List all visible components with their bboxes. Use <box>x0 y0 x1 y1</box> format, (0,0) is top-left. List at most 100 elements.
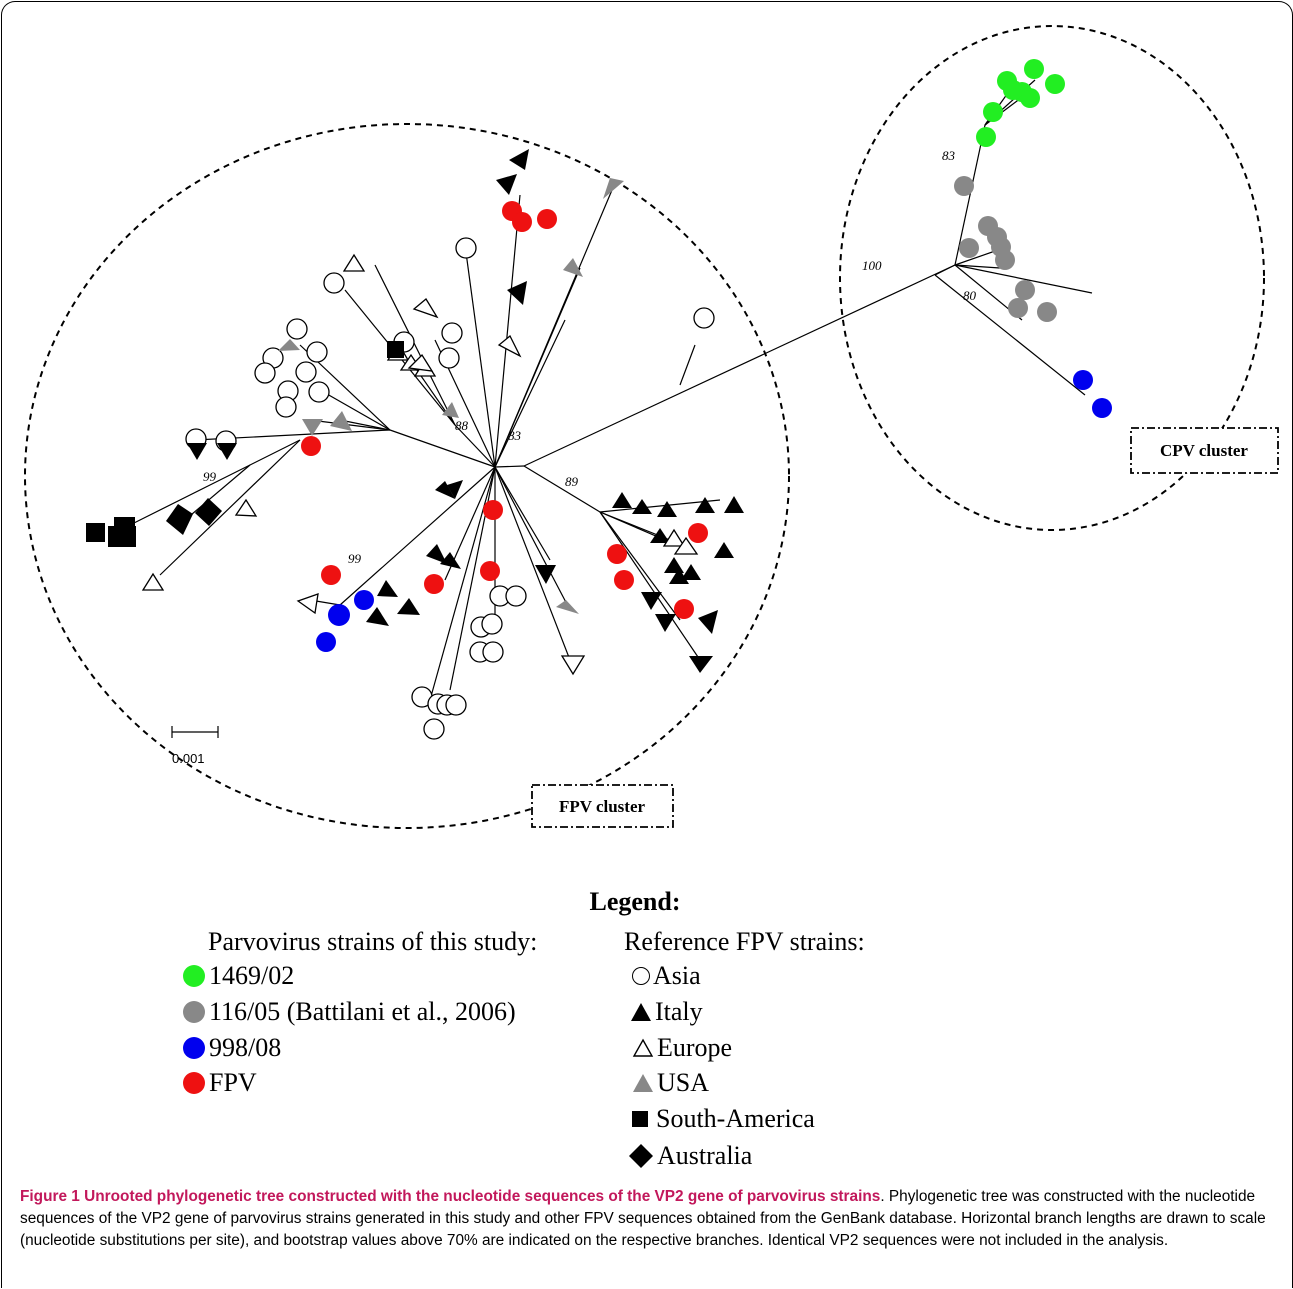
red-node <box>688 523 708 543</box>
legend-item-label: 1469/02 <box>209 961 295 990</box>
south-america-node <box>387 341 404 358</box>
europe-node <box>673 536 699 555</box>
red-node <box>537 209 557 229</box>
europe-node <box>560 655 586 676</box>
asia-node <box>295 361 317 383</box>
bootstrap-value: 83 <box>942 148 956 163</box>
cpv-cluster-box <box>1130 427 1279 474</box>
italy-node <box>507 281 527 305</box>
legend-item-fpv: FPV <box>183 1067 257 1099</box>
italy-node <box>435 481 455 499</box>
asia-node <box>455 237 477 259</box>
red-node <box>301 436 321 456</box>
figure-caption: Figure 1 Unrooted phylogenetic tree cons… <box>20 1186 1278 1252</box>
grey-node <box>1015 280 1035 300</box>
bootstrap-value: 99 <box>348 551 362 566</box>
italy-node <box>397 598 420 615</box>
italy-node <box>509 149 529 170</box>
legend-item-asia: Asia <box>632 960 701 992</box>
italy-node <box>698 610 718 634</box>
blue-node <box>1092 398 1112 418</box>
blue-node <box>1073 370 1093 390</box>
asia-node <box>254 362 276 384</box>
green-study-nodes <box>976 59 1065 147</box>
asia-node <box>286 318 308 340</box>
europe-node <box>141 572 165 591</box>
usa-node <box>603 178 624 199</box>
europe-node <box>662 528 686 547</box>
italy-nodes <box>187 149 744 673</box>
legend-item-label: USA <box>657 1068 710 1097</box>
cpv-cluster-outline <box>839 25 1265 531</box>
legend-item-label: 998/08 <box>209 1033 282 1062</box>
italy-node <box>447 480 463 499</box>
grey-node <box>959 238 979 258</box>
legend-item-italy: Italy <box>630 996 703 1028</box>
legend-item-998-08: 998/08 <box>183 1032 281 1064</box>
legend-item-south-america: South-America <box>632 1103 815 1135</box>
europe-node <box>296 593 319 615</box>
fpv-cluster-box <box>531 784 674 828</box>
italy-node <box>426 544 447 564</box>
blue-node <box>316 632 336 652</box>
asia-node <box>323 272 345 294</box>
red-node <box>483 500 503 520</box>
asia-node <box>275 396 297 418</box>
red-node <box>614 570 634 590</box>
legend-item-label: Italy <box>655 997 703 1026</box>
fpv-cluster-label: FPV cluster <box>559 797 646 816</box>
italy-node <box>217 443 237 460</box>
legend-item-label: Australia <box>657 1141 753 1170</box>
legend-item-116-05: 116/05 (Battilani et al., 2006) <box>183 996 516 1028</box>
asia-node <box>445 694 467 716</box>
asia-node <box>505 585 527 607</box>
bootstrap-value: 88 <box>455 418 469 433</box>
italy-node <box>669 568 689 584</box>
green-node <box>1003 80 1023 100</box>
blue-study-nodes <box>316 370 1112 652</box>
black-triangle-icon <box>631 1003 651 1021</box>
red-node <box>424 574 444 594</box>
italy-node <box>689 656 713 673</box>
italy-node <box>632 499 652 514</box>
grey-circle-icon <box>183 1001 205 1023</box>
usa-node <box>556 600 579 614</box>
grey-node <box>954 176 974 196</box>
scale-bar-label: 0.001 <box>172 751 205 766</box>
red-node <box>480 561 500 581</box>
legend-item-label: FPV <box>209 1068 257 1097</box>
grey-node <box>995 250 1015 270</box>
australia-node <box>195 498 222 526</box>
caption-body: . Phylogenetic tree was constructed with… <box>20 1188 1266 1249</box>
asia-node <box>308 381 330 403</box>
open-circle-icon <box>632 967 650 985</box>
europe-node <box>342 253 366 272</box>
grey-node <box>1008 298 1028 318</box>
italy-node <box>657 501 677 517</box>
green-node <box>1045 74 1065 94</box>
asia-nodes <box>185 237 715 740</box>
legend-item-usa: USA <box>632 1067 709 1099</box>
usa-node <box>302 419 323 436</box>
italy-node <box>655 614 676 632</box>
grey-study-nodes <box>954 176 1057 322</box>
green-node <box>1020 88 1040 108</box>
legend-item-australia: Australia <box>628 1140 752 1172</box>
green-node <box>1024 59 1044 79</box>
europe-node <box>412 298 439 319</box>
caption-title: Figure 1 Unrooted phylogenetic tree cons… <box>20 1188 881 1205</box>
italy-node <box>681 564 701 580</box>
italy-node <box>695 497 715 513</box>
italy-node <box>366 607 389 626</box>
south-america-node <box>86 523 105 542</box>
blue-circle-icon <box>183 1037 205 1059</box>
open-triangle-icon <box>632 1038 654 1057</box>
italy-node <box>496 174 517 195</box>
bootstrap-values: 83 100 80 88 83 99 89 99 <box>203 148 977 566</box>
australia-node <box>166 504 193 535</box>
europe-node <box>497 334 522 358</box>
italy-node <box>641 592 662 610</box>
bootstrap-value: 83 <box>508 428 522 443</box>
red-node <box>674 599 694 619</box>
green-circle-icon <box>183 965 205 987</box>
